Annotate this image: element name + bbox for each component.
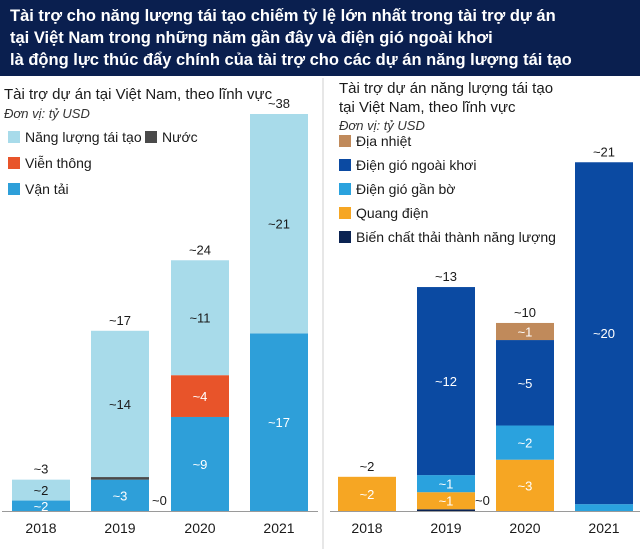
- right-bar-2018-solar: [338, 476, 396, 511]
- left-bar-label-2018-renewable: ~2: [34, 483, 49, 498]
- left-bar-label-2021-transport: ~17: [268, 415, 290, 430]
- right-chart-title-line-2: tại Việt Nam, theo lĩnh vực: [339, 99, 516, 116]
- left-bar-label-2020-transport: ~9: [193, 457, 208, 472]
- left-bar-2018-renewable: [12, 479, 70, 501]
- left-bar-2019-transport: [91, 479, 149, 511]
- right-bar-label-2019-offshore_wind: ~12: [435, 374, 457, 389]
- left-legend-label-water: Nước: [162, 129, 198, 145]
- left-bar-2020-transport: [171, 416, 229, 511]
- right-bar-2021-offshore_wind: [575, 162, 633, 505]
- left-chart-title: Tài trợ dự án tại Việt Nam, theo lĩnh vự…: [4, 86, 273, 103]
- right-legend-swatch-geothermal: [339, 135, 351, 147]
- right-legend-swatch-waste_to_energy: [339, 231, 351, 243]
- right-legend-label-nearshore_wind: Điện gió gần bờ: [356, 181, 455, 197]
- left-total-label-2018: ~3: [34, 462, 49, 477]
- left-tick-label-2021: 2021: [263, 520, 294, 536]
- right-bar-2020-solar: [496, 459, 554, 511]
- right-legend-label-waste_to_energy: Biến chất thải thành năng lượng: [356, 229, 556, 245]
- left-legend-swatch-transport: [8, 183, 20, 195]
- left-bar-2019-renewable: [91, 330, 149, 478]
- left-bar-2020-renewable: [171, 260, 229, 376]
- right-tick-label-2018: 2018: [351, 520, 382, 536]
- right-bar-label-2018-solar: ~2: [360, 487, 375, 502]
- right-total-label-2019: ~13: [435, 269, 457, 284]
- right-bar-2019-waste_to_energy: [417, 509, 475, 511]
- right-tick-label-2020: 2020: [509, 520, 540, 536]
- left-bar-label-2020-renewable: ~11: [189, 311, 210, 326]
- right-legend-swatch-offshore_wind: [339, 159, 351, 171]
- right-bar-2020-nearshore_wind: [496, 425, 554, 460]
- left-tick-label-2019: 2019: [104, 520, 135, 536]
- left-bar-2021-renewable: [250, 114, 308, 334]
- left-legend-label-renewable: Năng lượng tái tạo: [25, 129, 142, 145]
- header-title-line-1: Tài trợ cho năng lượng tái tạo chiếm tỷ …: [10, 7, 556, 25]
- right-bar-label-2020-offshore_wind: ~5: [518, 376, 533, 391]
- right-total-label-2020: ~10: [514, 305, 536, 320]
- left-tick-label-2018: 2018: [25, 520, 56, 536]
- left-bar-label-2021-renewable: ~21: [268, 217, 290, 232]
- right-bar-2021-nearshore_wind: [575, 504, 633, 511]
- left-legend-label-transport: Vận tải: [25, 181, 69, 197]
- right-annotation-near-zero: ~0: [475, 493, 490, 508]
- right-bar-2020-geothermal: [496, 322, 554, 341]
- right-chart-unit: Đơn vị: tỷ USD: [339, 118, 425, 133]
- right-legend-swatch-nearshore_wind: [339, 183, 351, 195]
- right-bar-label-2019-nearshore_wind: ~1: [439, 477, 454, 492]
- left-legend-swatch-water: [145, 131, 157, 143]
- left-bar-2021-transport: [250, 333, 308, 511]
- left-bar-label-2018-transport: ~2: [34, 499, 49, 514]
- right-legend-label-offshore_wind: Điện gió ngoài khơi: [356, 157, 476, 173]
- left-bar-2018-transport: [12, 500, 70, 511]
- left-bar-2020-telecom: [171, 375, 229, 417]
- right-tick-label-2021: 2021: [588, 520, 619, 536]
- left-total-label-2021: ~38: [268, 96, 290, 111]
- right-bar-label-2019-solar: ~1: [439, 494, 454, 509]
- right-bar-2020-offshore_wind: [496, 340, 554, 426]
- right-total-label-2021: ~21: [593, 144, 615, 159]
- left-annotation-water-2019: ~0: [152, 493, 167, 508]
- left-bar-2019-water: [91, 477, 149, 480]
- right-bar-label-2021-offshore_wind: ~20: [593, 326, 615, 341]
- right-legend-swatch-solar: [339, 207, 351, 219]
- right-bar-label-2020-solar: ~3: [518, 478, 533, 493]
- right-bar-2019-nearshore_wind: [417, 475, 475, 493]
- right-stacked-bar-chart: ~2 ~2 2018 ~1 ~1 ~12 ~13 2019 ~3 ~2 ~5 ~1 ~10 2020 ~20…: [330, 133, 640, 536]
- header-banner: Tài trợ cho năng lượng tái tạo chiếm tỷ …: [0, 0, 640, 76]
- right-legend-label-geothermal: Địa nhiệt: [356, 133, 411, 149]
- left-bar-label-2020-telecom: ~4: [193, 389, 208, 404]
- left-legend-label-telecom: Viễn thông: [25, 155, 92, 171]
- right-legend-label-solar: Quang điện: [356, 205, 428, 221]
- header-title-line-2: tại Việt Nam trong những năm gần đây và …: [10, 29, 493, 47]
- right-total-label-2018: ~2: [360, 459, 375, 474]
- left-bar-label-2019-renewable: ~14: [109, 397, 131, 412]
- header-title-line-3: là động lực thúc đẩy chính của tài trợ c…: [10, 51, 572, 69]
- right-bar-label-2020-nearshore_wind: ~2: [518, 436, 533, 451]
- left-chart-unit: Đơn vị: tỷ USD: [4, 106, 90, 121]
- left-total-label-2019: ~17: [109, 313, 131, 328]
- left-tick-label-2020: 2020: [184, 520, 215, 536]
- right-bar-2019-offshore_wind: [417, 287, 475, 476]
- left-legend-swatch-telecom: [8, 157, 20, 169]
- right-chart-title-line-1: Tài trợ dự án năng lượng tái tạo: [339, 80, 554, 97]
- left-legend-swatch-renewable: [8, 131, 20, 143]
- right-tick-label-2019: 2019: [430, 520, 461, 536]
- left-bar-label-2019-transport: ~3: [113, 488, 128, 503]
- left-total-label-2020: ~24: [189, 242, 211, 257]
- right-bar-label-2020-geothermal: ~1: [518, 325, 533, 340]
- right-bar-2019-solar: [417, 492, 475, 510]
- left-stacked-bar-chart: ~2~2 ~3 2018 ~3 ~14 ~17 2019 ~9 ~4 ~11 ~24 2020 ~17 ~…: [2, 96, 318, 536]
